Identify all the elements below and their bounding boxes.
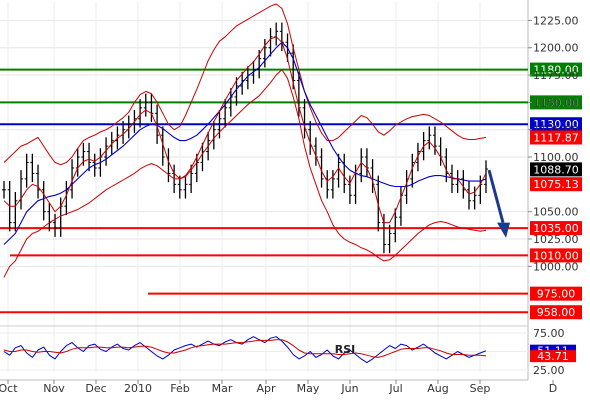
y-tick-label: 1225.00	[533, 14, 579, 27]
level-label: 1010.00	[533, 249, 579, 262]
x-tick-label: Oct	[0, 382, 18, 395]
rsi-line	[3, 336, 487, 364]
rsi-tick-label: 25.00	[533, 364, 565, 377]
x-tick-label: May	[297, 382, 320, 395]
y-tick-label: 1175.00	[533, 69, 579, 82]
rsi-signal-line	[3, 339, 487, 358]
price-marker-label: 1088.70	[533, 163, 579, 176]
y-tick-label: 1100.00	[533, 151, 579, 164]
level-label: 958.00	[537, 306, 576, 319]
x-tick-label: Jun	[340, 382, 358, 395]
level-label: 1180.00	[533, 64, 579, 77]
forecast-arrow	[487, 169, 510, 238]
level-tag	[530, 117, 582, 132]
x-tick-label: Jul	[388, 382, 402, 395]
rsi-value-tag	[530, 350, 576, 363]
level-tag	[530, 221, 582, 236]
price-marker-label: 1075.13	[533, 178, 579, 191]
price-axis: 1225.001200.001175.001150.001125.001100.…	[528, 14, 582, 273]
rsi-label: RSI	[335, 343, 356, 356]
x-axis: Oct Nov Dec 2010 Feb Mar Apr May Jun Jul Aug Sep D	[0, 380, 557, 395]
price-panel-series	[2, 3, 488, 278]
price-marker-label: 1117.87	[533, 131, 579, 144]
level-tag	[530, 248, 582, 263]
level-tag	[530, 286, 582, 301]
x-tick-label: D	[549, 382, 557, 395]
bollinger-lower-line	[3, 69, 487, 278]
price-marker-tag	[530, 162, 582, 177]
level-label: 1130.00	[533, 118, 579, 131]
forecast-arrow-head	[497, 222, 510, 238]
x-tick-label: Sep	[470, 382, 491, 395]
x-tick-label: Nov	[43, 382, 65, 395]
y-tick-label: 1050.00	[533, 206, 579, 219]
rsi-value-label: 43.71	[537, 350, 569, 363]
x-tick-label: Dec	[85, 382, 106, 395]
x-tick-label: 2010	[124, 382, 152, 395]
price-panel-grid	[0, 0, 529, 381]
x-tick-label: Feb	[170, 382, 189, 395]
x-tick-label: Mar	[212, 382, 233, 395]
level-tag	[530, 305, 582, 320]
rsi-tick-label: 75.00	[533, 327, 565, 340]
price-marker-tag	[530, 130, 582, 145]
bollinger-middle-line	[3, 41, 487, 245]
level-tag	[530, 95, 582, 110]
x-tick-label: Aug	[427, 382, 448, 395]
level-label: 1035.00	[533, 222, 579, 235]
y-tick-label: 1200.00	[533, 42, 579, 55]
y-tick-label: 1150.00	[533, 96, 579, 109]
y-tick-label: 1000.00	[533, 260, 579, 273]
moving-average-line	[3, 36, 487, 224]
forecast-arrow-shaft	[487, 169, 505, 223]
y-tick-label: 1025.00	[533, 233, 579, 246]
level-label: 975.00	[537, 288, 576, 301]
horizontal-levels: 1180.00 1150.00 1130.00 1035.00 1010.00 975.0…	[0, 62, 582, 320]
price-marker-tag	[530, 177, 582, 192]
level-tag	[530, 62, 582, 77]
x-tick-label: Apr	[256, 382, 276, 395]
level-label: 1150.00	[533, 96, 579, 109]
bollinger-upper-line	[3, 3, 487, 166]
